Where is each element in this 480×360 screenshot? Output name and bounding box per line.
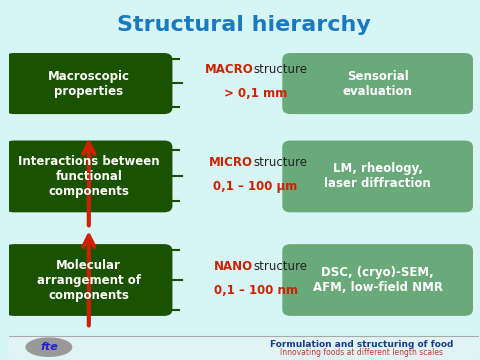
FancyBboxPatch shape [9, 337, 479, 359]
FancyBboxPatch shape [5, 53, 172, 114]
FancyBboxPatch shape [5, 244, 172, 316]
FancyBboxPatch shape [282, 140, 473, 212]
Text: Formulation and structuring of food: Formulation and structuring of food [269, 340, 453, 349]
Text: 0,1 – 100 nm: 0,1 – 100 nm [214, 284, 298, 297]
Ellipse shape [25, 337, 72, 357]
Text: Molecular
arrangement of
components: Molecular arrangement of components [37, 258, 141, 302]
Text: MACRO: MACRO [204, 63, 253, 76]
Text: fte: fte [40, 342, 58, 352]
FancyBboxPatch shape [282, 53, 473, 114]
Text: structure: structure [253, 156, 307, 169]
Text: Structural hierarchy: Structural hierarchy [117, 15, 371, 35]
Text: Macroscopic
properties: Macroscopic properties [48, 69, 130, 98]
FancyBboxPatch shape [5, 140, 172, 212]
Text: NANO: NANO [214, 260, 253, 273]
Text: structure: structure [253, 63, 307, 76]
Text: Sensorial
evaluation: Sensorial evaluation [343, 69, 413, 98]
Text: DSC, (cryo)-SEM,
AFM, low-field NMR: DSC, (cryo)-SEM, AFM, low-field NMR [312, 266, 443, 294]
Text: Innovating foods at different length scales: Innovating foods at different length sca… [280, 348, 443, 357]
Text: > 0,1 mm: > 0,1 mm [224, 87, 287, 100]
Text: 0,1 – 100 μm: 0,1 – 100 μm [214, 180, 298, 193]
Text: MICRO: MICRO [209, 156, 253, 169]
Text: LM, rheology,
laser diffraction: LM, rheology, laser diffraction [324, 162, 431, 190]
FancyBboxPatch shape [282, 244, 473, 316]
Text: Interactions between
functional
components: Interactions between functional componen… [18, 155, 160, 198]
Text: structure: structure [253, 260, 307, 273]
